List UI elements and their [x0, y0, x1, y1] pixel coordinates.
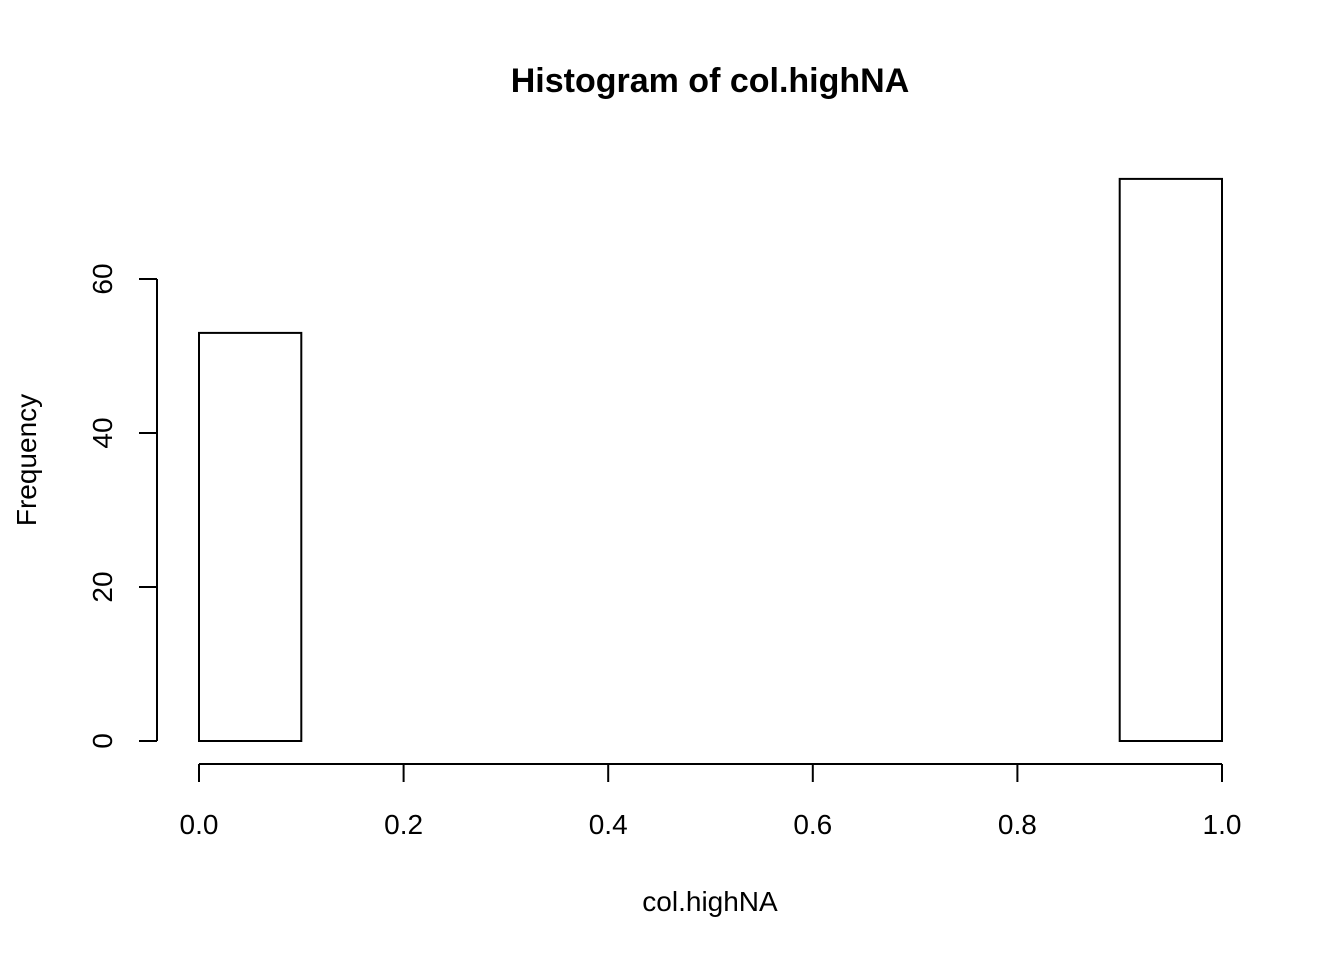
y-tick-label: 40	[87, 417, 118, 448]
chart-title: Histogram of col.highNA	[511, 62, 910, 100]
x-tick-label: 0.2	[384, 809, 423, 840]
y-axis: 0 20 40 60	[87, 263, 158, 749]
bars-layer	[198, 177, 1223, 742]
x-tick-label: 0.0	[180, 809, 219, 840]
y-tick-label: 60	[87, 263, 118, 294]
y-tick-label: 0	[87, 733, 118, 749]
x-axis-label: col.highNA	[642, 886, 778, 917]
x-tick-label: 1.0	[1203, 809, 1242, 840]
histogram-bar	[198, 331, 303, 742]
histogram-bar	[1118, 177, 1223, 742]
y-axis-label: Frequency	[11, 394, 42, 526]
x-tick-label: 0.8	[998, 809, 1037, 840]
y-tick-label: 20	[87, 571, 118, 602]
x-axis: 0.0 0.2 0.4 0.6 0.8 1.0	[180, 763, 1242, 840]
x-tick-label: 0.6	[793, 809, 832, 840]
x-tick-label: 0.4	[589, 809, 628, 840]
